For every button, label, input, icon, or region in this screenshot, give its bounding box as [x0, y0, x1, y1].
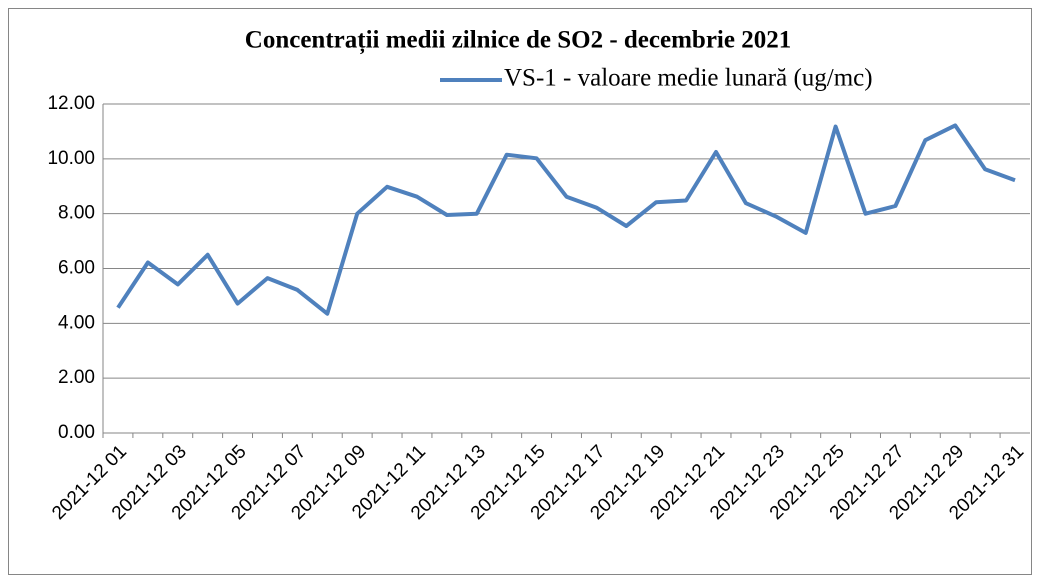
- chart-border: [8, 8, 1032, 575]
- y-tick-label: 4.00: [58, 312, 95, 333]
- legend-label: VS-1 - valoare medie lunară (ug/mc): [504, 65, 873, 92]
- y-tick-label: 8.00: [58, 203, 95, 224]
- series-line: [116, 123, 1016, 316]
- y-tick-label: 6.00: [58, 258, 95, 279]
- chart-title: Concentrații medii zilnice de SO2 - dece…: [245, 27, 791, 55]
- y-tick-label: 10.00: [47, 148, 95, 169]
- y-tick-label: 12.00: [47, 93, 95, 114]
- y-tick-label: 2.00: [58, 367, 95, 388]
- y-tick-label: 0.00: [58, 422, 95, 443]
